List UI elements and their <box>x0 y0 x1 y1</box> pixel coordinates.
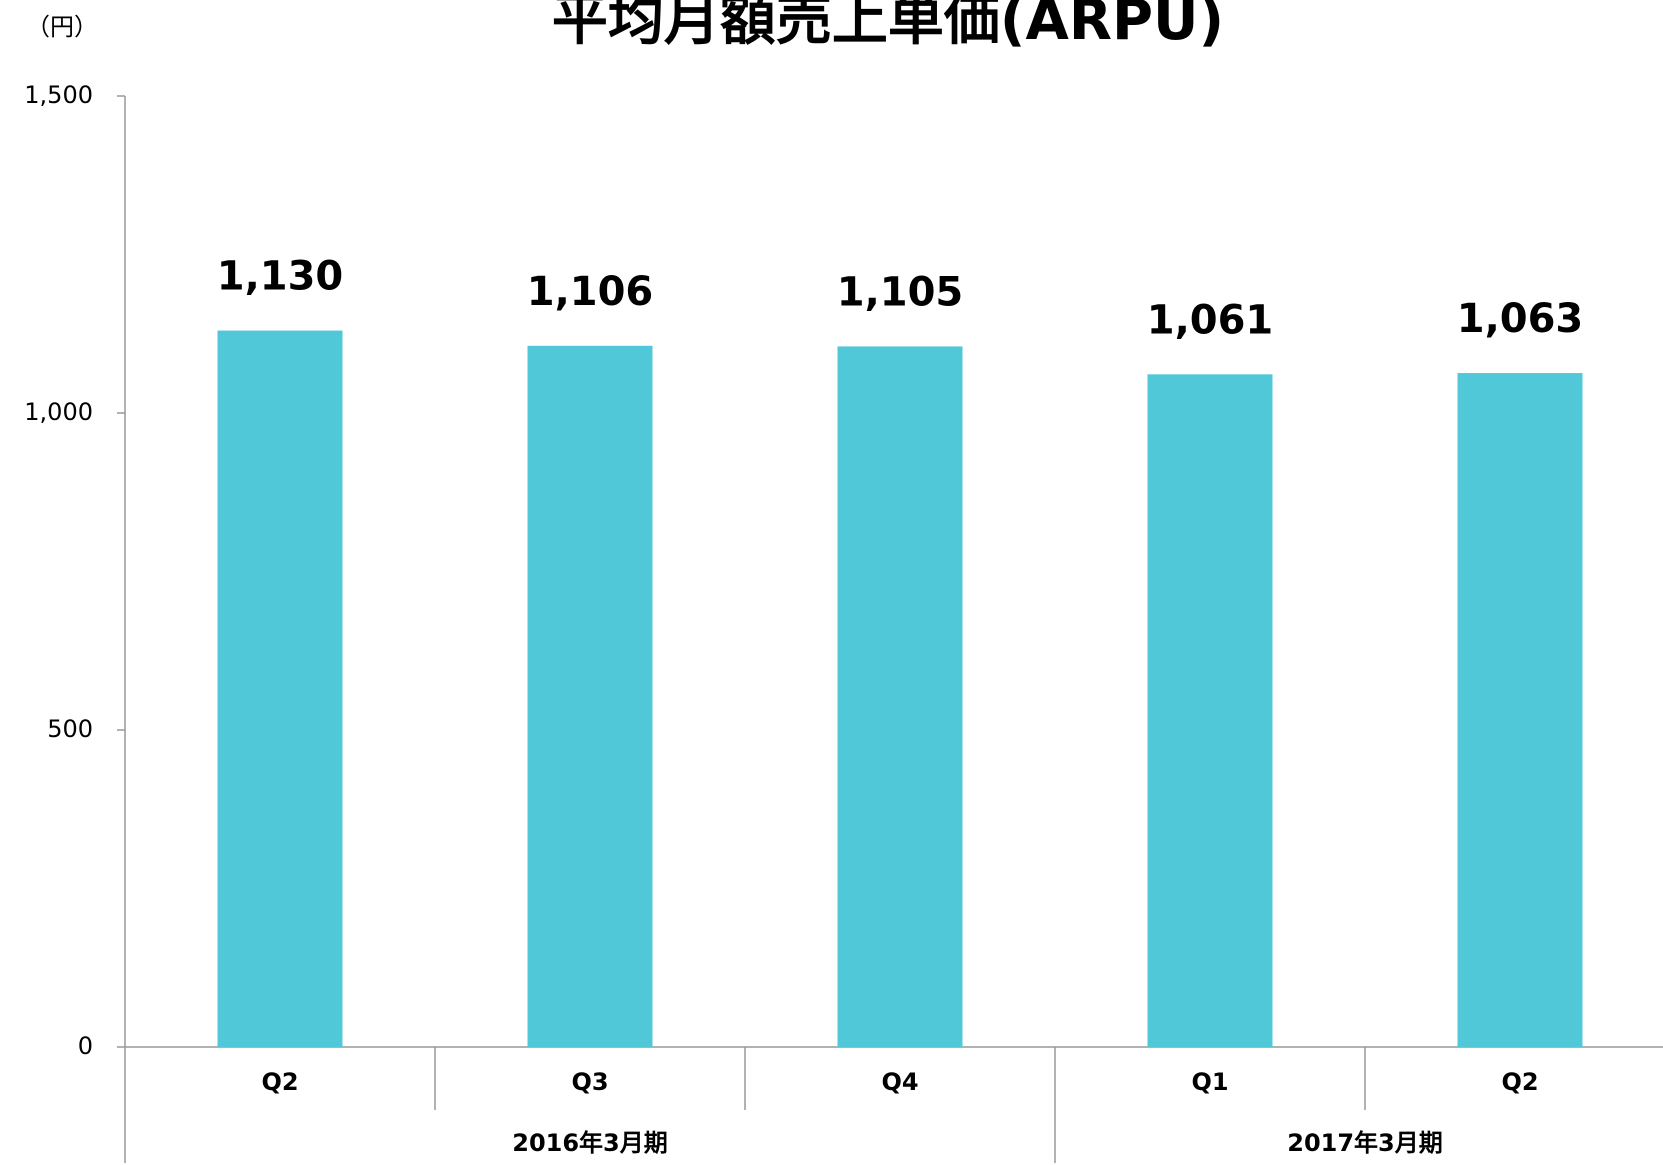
y-tick-label: 500 <box>47 715 93 743</box>
group-label: 2017年3月期 <box>1287 1129 1443 1157</box>
unit-label: （円） <box>26 13 98 41</box>
bar <box>1147 374 1273 1047</box>
bar <box>217 330 343 1048</box>
x-tick-label: Q3 <box>571 1068 608 1096</box>
y-tick-label: 1,500 <box>24 81 93 109</box>
chart-title: 平均月額売上単価(ARPU) <box>552 0 1224 53</box>
group-label: 2016年3月期 <box>512 1129 668 1157</box>
bar <box>527 345 653 1047</box>
x-tick-label: Q2 <box>261 1068 298 1096</box>
value-label: 1,063 <box>1457 296 1584 342</box>
y-tick-label: 0 <box>78 1032 93 1060</box>
value-label: 1,061 <box>1147 297 1274 343</box>
x-tick-label: Q1 <box>1191 1068 1228 1096</box>
bar <box>837 346 963 1047</box>
value-label: 1,106 <box>527 269 654 315</box>
x-tick-label: Q2 <box>1501 1068 1538 1096</box>
value-label: 1,105 <box>837 269 964 315</box>
value-label: 1,130 <box>217 254 344 300</box>
x-tick-label: Q4 <box>881 1068 918 1096</box>
bar <box>1457 373 1583 1048</box>
y-tick-label: 1,000 <box>24 398 93 426</box>
